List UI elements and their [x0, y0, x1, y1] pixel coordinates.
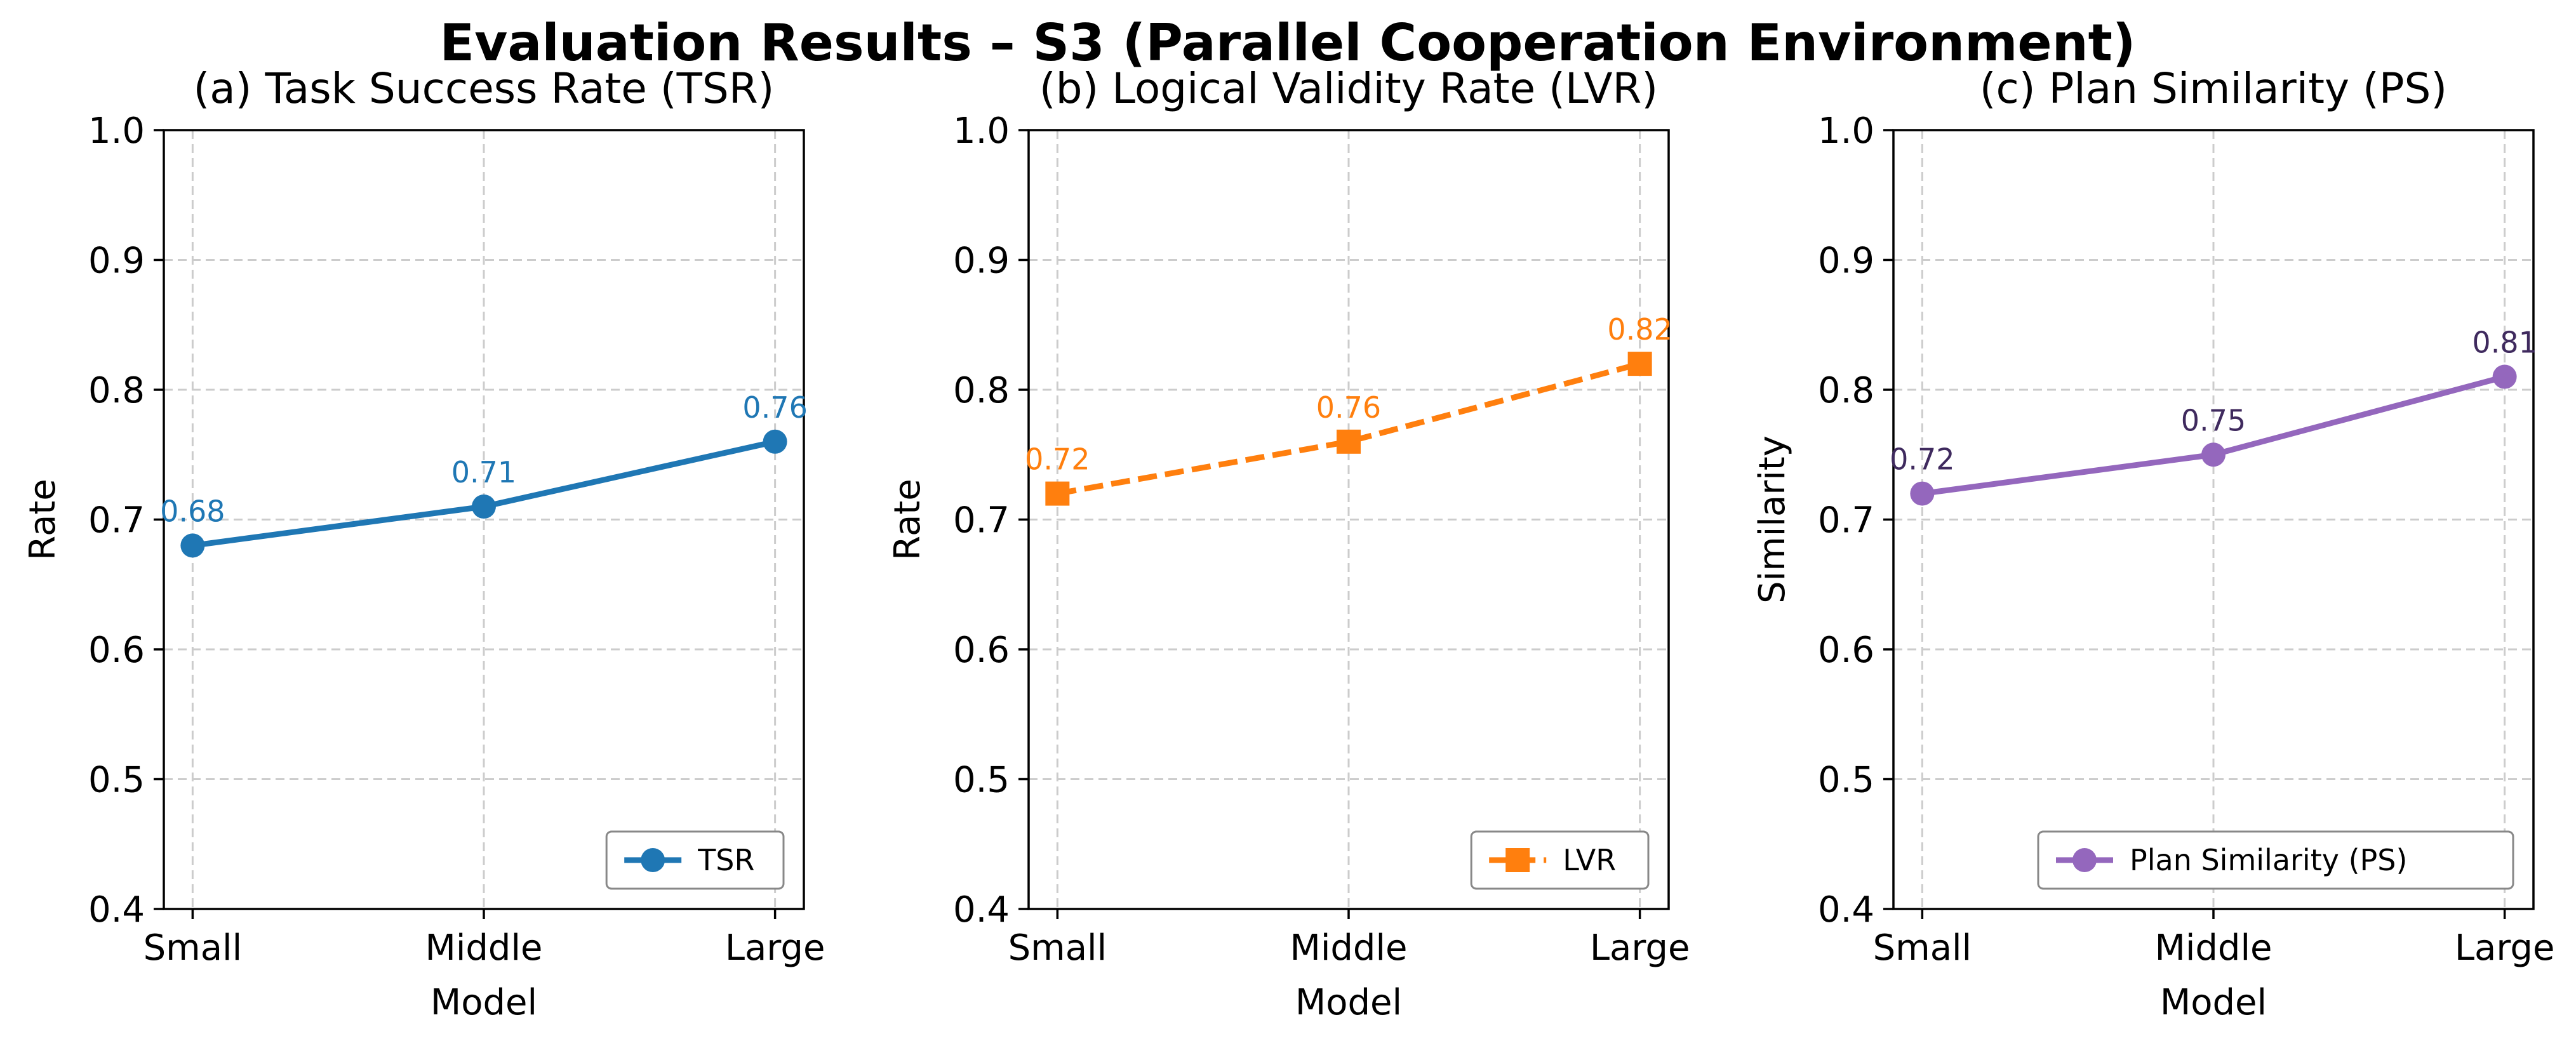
data-label: 0.75: [2181, 403, 2246, 437]
y-tick-label: 0.7: [953, 500, 1010, 541]
x-tick-label: Large: [2455, 927, 2555, 969]
y-tick-label: 0.8: [1818, 370, 1874, 411]
y-tick-label: 0.9: [1818, 241, 1874, 282]
data-point: [763, 429, 787, 454]
y-tick-label: 0.4: [953, 889, 1010, 931]
data-point: [2201, 442, 2226, 467]
legend-label: Plan Similarity (PS): [2130, 843, 2407, 877]
legend-box: [605, 830, 785, 890]
data-point: [1910, 481, 1935, 506]
data-point: [2492, 364, 2517, 389]
x-tick-label: Small: [143, 927, 243, 969]
y-tick-label: 0.5: [1818, 760, 1874, 801]
y-tick-label: 0.6: [88, 630, 145, 671]
chart-panel-2: 0.4 0.5 0.6 0.7 0.8 0.9 1.0 Small Middle Large (b)…: [887, 64, 1690, 1023]
y-tick-label: 1.0: [1818, 110, 1874, 152]
data-point: [1627, 352, 1652, 376]
chart-panels: 0.4 0.5 0.6 0.7 0.8 0.9 1.0 Small Middle Large (a)…: [22, 64, 2554, 1023]
data-label: 0.82: [1607, 312, 1672, 347]
data-point: [1337, 429, 1361, 454]
legend: Plan Similarity (PS): [2037, 830, 2514, 890]
y-axis-label: Similarity: [1752, 435, 1793, 604]
figure-title: Evaluation Results – S3 (Parallel Cooper…: [440, 13, 2136, 72]
y-tick-label: 1.0: [953, 110, 1010, 152]
x-tick-label: Middle: [425, 927, 543, 969]
legend-box: [2037, 830, 2514, 890]
y-tick-label: 0.7: [1818, 500, 1874, 541]
y-tick-label: 0.4: [88, 889, 145, 931]
y-tick-label: 0.4: [1818, 889, 1874, 931]
series-line: [1057, 361, 1641, 497]
legend-box: [1470, 830, 1650, 890]
legend-swatch-marker: [2072, 848, 2097, 872]
panel-title: (c) Plan Similarity (PS): [1980, 64, 2447, 113]
panel-title: (a) Task Success Rate (TSR): [194, 64, 775, 113]
y-tick-label: 0.6: [1818, 630, 1874, 671]
legend-label: LVR: [1563, 843, 1616, 877]
data-label: 0.72: [1025, 442, 1090, 477]
x-tick-label: Middle: [2155, 927, 2272, 969]
data-label: 0.81: [2472, 326, 2537, 360]
x-axis-label: Model: [2160, 982, 2267, 1023]
x-tick-label: Large: [725, 927, 825, 969]
y-tick-label: 1.0: [88, 110, 145, 152]
legend-swatch-marker: [641, 848, 665, 872]
x-axis-label: Model: [430, 982, 537, 1023]
y-tick-label: 0.5: [953, 760, 1010, 801]
data-point: [472, 494, 496, 519]
legend-swatch-marker: [1505, 848, 1530, 872]
x-tick-label: Small: [1008, 927, 1107, 969]
data-label: 0.71: [451, 455, 516, 489]
x-tick-label: Middle: [1290, 927, 1408, 969]
y-axis-label: Rate: [887, 479, 928, 560]
y-tick-label: 0.7: [88, 500, 145, 541]
x-tick-label: Small: [1873, 927, 1972, 969]
x-tick-label: Large: [1590, 927, 1690, 969]
data-label: 0.76: [742, 390, 807, 425]
chart-panel-1: 0.4 0.5 0.6 0.7 0.8 0.9 1.0 Small Middle Large (a)…: [22, 64, 825, 1023]
chart-panel-3: 0.4 0.5 0.6 0.7 0.8 0.9 1.0 Small Middle Large (c)…: [1752, 64, 2554, 1023]
y-tick-label: 0.9: [953, 241, 1010, 282]
data-label: 0.68: [160, 494, 225, 528]
legend: LVR: [1470, 830, 1650, 890]
data-point: [180, 533, 205, 558]
y-tick-label: 0.6: [953, 630, 1010, 671]
y-axis-label: Rate: [22, 479, 63, 560]
data-point: [1045, 481, 1070, 506]
panel-title: (b) Logical Validity Rate (LVR): [1039, 64, 1658, 113]
y-tick-label: 0.8: [953, 370, 1010, 411]
legend-label: TSR: [697, 843, 754, 877]
legend: TSR: [605, 830, 785, 890]
x-axis-label: Model: [1295, 982, 1402, 1023]
data-label: 0.72: [1890, 442, 1954, 477]
data-label: 0.76: [1316, 390, 1381, 425]
y-tick-label: 0.9: [88, 241, 145, 282]
y-tick-label: 0.5: [88, 760, 145, 801]
y-tick-label: 0.8: [88, 370, 145, 411]
